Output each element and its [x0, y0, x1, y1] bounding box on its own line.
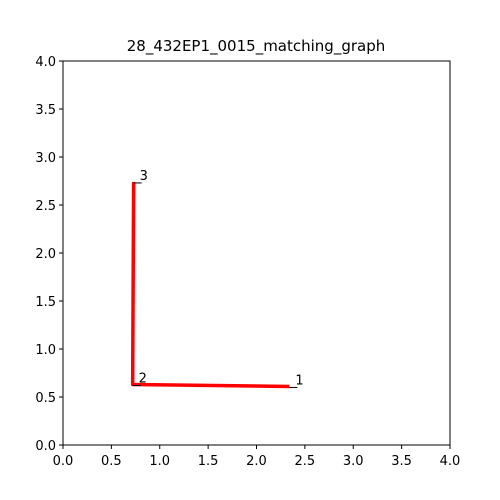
plot-frame — [62, 60, 451, 446]
plot-area — [63, 61, 450, 445]
x-tick-label: 2.0 — [246, 454, 267, 469]
x-tick-label: 0.0 — [53, 454, 74, 469]
node-label: 1 — [295, 373, 303, 388]
series-line — [130, 181, 290, 389]
chart-title: 28_432EP1_0015_matching_graph — [127, 37, 386, 56]
node-label: 3 — [140, 169, 148, 184]
y-tick-label: 2.5 — [35, 199, 56, 214]
y-tick-label: 3.5 — [35, 103, 56, 118]
y-tick-label: 0.5 — [35, 391, 56, 406]
series-layer: 1 2 3 — [130, 169, 304, 389]
x-tick-label: 3.0 — [343, 454, 364, 469]
y-axis-ticks: 0.0 0.5 1.0 1.5 2.0 2.5 3.0 3.5 4.0 — [35, 55, 63, 454]
node-label: 2 — [139, 372, 147, 387]
x-tick-label: 2.5 — [295, 454, 316, 469]
x-tick-label: 1.5 — [198, 454, 219, 469]
x-tick-label: 4.0 — [440, 454, 461, 469]
y-tick-label: 1.0 — [35, 343, 56, 358]
y-tick-label: 4.0 — [35, 55, 56, 70]
x-tick-label: 1.0 — [149, 454, 170, 469]
x-axis-ticks: 0.0 0.5 1.0 1.5 2.0 2.5 3.0 3.5 4.0 — [53, 445, 461, 469]
y-tick-label: 3.0 — [35, 151, 56, 166]
y-tick-label: 2.0 — [35, 247, 56, 262]
x-tick-label: 0.5 — [101, 454, 122, 469]
x-tick-label: 3.5 — [391, 454, 412, 469]
y-tick-label: 1.5 — [35, 295, 56, 310]
y-tick-label: 0.0 — [35, 439, 56, 454]
